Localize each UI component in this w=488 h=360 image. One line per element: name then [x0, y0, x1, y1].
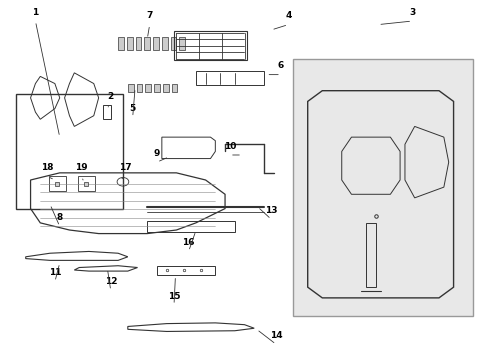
- Bar: [196, 71, 264, 85]
- Bar: [144, 37, 150, 50]
- Text: 3: 3: [408, 8, 414, 17]
- Bar: [179, 37, 185, 50]
- Text: 5: 5: [129, 104, 136, 113]
- Bar: [126, 37, 132, 50]
- Bar: [163, 84, 168, 93]
- Text: 14: 14: [269, 331, 282, 340]
- Text: 2: 2: [107, 91, 114, 100]
- Text: 15: 15: [167, 292, 180, 301]
- Bar: [174, 31, 246, 60]
- Bar: [147, 221, 234, 232]
- Text: 4: 4: [285, 11, 291, 20]
- Text: 13: 13: [264, 206, 277, 215]
- Bar: [127, 84, 133, 93]
- Bar: [153, 37, 159, 50]
- Text: 9: 9: [154, 149, 160, 158]
- Bar: [78, 176, 95, 191]
- Bar: [171, 84, 177, 93]
- Text: 8: 8: [57, 213, 63, 222]
- Bar: [157, 266, 215, 275]
- Text: 19: 19: [75, 163, 88, 172]
- Text: 11: 11: [48, 268, 61, 277]
- Text: 18: 18: [41, 163, 54, 172]
- Bar: [162, 37, 167, 50]
- Bar: [170, 37, 176, 50]
- Text: 10: 10: [224, 141, 236, 150]
- Bar: [16, 94, 122, 208]
- Text: 7: 7: [146, 11, 153, 20]
- Bar: [136, 84, 142, 93]
- Bar: [154, 84, 160, 93]
- Bar: [118, 37, 123, 50]
- Text: 17: 17: [119, 163, 131, 172]
- Text: 1: 1: [32, 8, 39, 17]
- Bar: [145, 84, 151, 93]
- Bar: [48, 176, 66, 191]
- Bar: [103, 105, 111, 119]
- Bar: [292, 59, 472, 316]
- Bar: [135, 37, 141, 50]
- Text: 16: 16: [182, 238, 194, 247]
- Text: 12: 12: [104, 277, 117, 286]
- Text: 6: 6: [277, 61, 284, 70]
